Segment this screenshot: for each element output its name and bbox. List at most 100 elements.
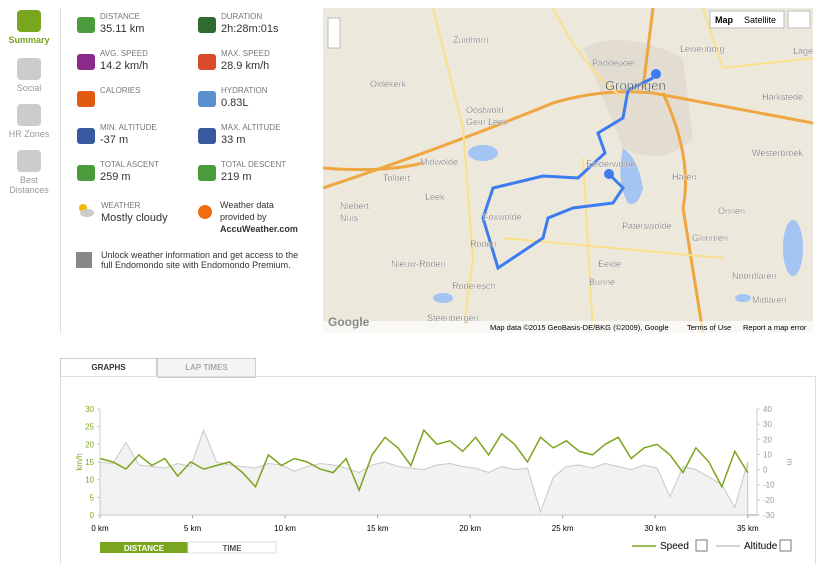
- toggle-button[interactable]: [100, 542, 188, 553]
- y2-tick-label: 0: [763, 466, 768, 475]
- stat-icon: [198, 54, 216, 70]
- x-tick-label: 0 km: [91, 524, 109, 533]
- stat-value: 35.11 km: [100, 23, 145, 35]
- y-tick-label: 15: [85, 458, 94, 467]
- route-start: [604, 169, 614, 179]
- place-label: Harkstede: [762, 92, 803, 102]
- y2-tick-label: -20: [763, 496, 775, 505]
- roads: [323, 8, 813, 333]
- x-tick-label: 15 km: [367, 524, 389, 533]
- text: Weather data provided by: [220, 200, 274, 222]
- stat-label: TOTAL ASCENT: [100, 160, 159, 169]
- stat-value: 28.9 km/h: [221, 60, 270, 72]
- stat: TOTAL ASCENT 259 m: [100, 160, 159, 183]
- place-label: Haren: [672, 172, 697, 182]
- y2-tick-label: 10: [763, 450, 772, 459]
- stat-icon: [198, 91, 216, 107]
- weather-icon: [75, 200, 95, 220]
- stat-icon: [198, 165, 216, 181]
- nav-label: Social: [16, 83, 42, 93]
- stat: DISTANCE 35.11 km: [100, 12, 144, 35]
- stat-label: MAX. SPEED: [221, 49, 270, 58]
- map-button[interactable]: Map: [715, 15, 734, 25]
- zoom-control[interactable]: [327, 17, 341, 49]
- place-label: Leek: [425, 192, 445, 202]
- tab[interactable]: LAP TIMES: [157, 358, 256, 378]
- place-label: Niebert: [340, 201, 370, 211]
- nav-item[interactable]: Best Distances: [0, 150, 58, 195]
- tab[interactable]: GRAPHS: [60, 358, 157, 377]
- stat: AVG. SPEED 14.2 km/h: [100, 49, 148, 72]
- place-label: Zuidhorn: [453, 35, 489, 45]
- place-label: Foxwolde: [483, 212, 522, 222]
- place-label: Lagel: [793, 46, 813, 56]
- weather: WEATHER Mostly cloudy: [101, 201, 168, 224]
- legend-label: Altitude: [744, 541, 778, 552]
- x-tick-label: 5 km: [184, 524, 202, 533]
- stat-value: 259 m: [100, 171, 131, 183]
- stat: MAX. SPEED 28.9 km/h: [221, 49, 270, 72]
- x-tick-label: 30 km: [644, 524, 666, 533]
- nav-item[interactable]: HR Zones: [0, 104, 58, 139]
- x-tick-label: 20 km: [459, 524, 481, 533]
- y2-tick-label: 40: [763, 405, 772, 414]
- place-label: Tolbert: [383, 173, 411, 183]
- x-tick-label: 25 km: [552, 524, 574, 533]
- premium-text[interactable]: Unlock weather information and get acces…: [101, 250, 299, 270]
- map-report[interactable]: Report a map error: [743, 323, 807, 332]
- accuweather-icon: [198, 205, 212, 219]
- place-label: Eelde: [598, 259, 621, 269]
- nav-label: Summary: [8, 35, 50, 45]
- provider[interactable]: AccuWeather.com: [220, 224, 298, 234]
- urban: [583, 40, 693, 156]
- stat-label: TOTAL DESCENT: [221, 160, 287, 169]
- nav-icon: [17, 150, 41, 172]
- map-attribution: Map data ©2015 GeoBasis-DE/BKG (©2009), …: [490, 323, 669, 332]
- map-button[interactable]: Satellite: [744, 15, 776, 25]
- place-label: Nuis: [340, 213, 359, 223]
- place-label: Glimmen: [692, 233, 728, 243]
- place-label: Paddepoel: [592, 58, 635, 68]
- y2-tick-label: -30: [763, 511, 775, 520]
- y-tick-label: 20: [85, 440, 94, 449]
- y-axis-label: km/h: [75, 453, 84, 470]
- stat-icon: [77, 17, 95, 33]
- stat-label: DURATION: [221, 12, 263, 21]
- stat-value: 14.2 km/h: [100, 60, 149, 72]
- altitude-area: [99, 428, 749, 516]
- divider: [60, 8, 61, 333]
- legend-checkbox[interactable]: [779, 539, 792, 552]
- toggle-button[interactable]: [187, 541, 277, 554]
- y2-tick-label: 30: [763, 420, 772, 429]
- place-label: Groningen: [605, 78, 666, 93]
- nav-item[interactable]: Summary: [0, 10, 58, 45]
- stat-icon: [77, 165, 95, 181]
- nav-item[interactable]: Social: [0, 58, 58, 93]
- place-label: Onnen: [718, 206, 745, 216]
- stat: MAX. ALTITUDE 33 m: [221, 123, 280, 146]
- map[interactable]: Zuidhorn Paddepoel Lewenborg Groningen Oldek…: [323, 8, 813, 333]
- map-type: [709, 10, 785, 29]
- speed-line: [99, 428, 749, 493]
- place-label: Midlaren: [752, 295, 787, 305]
- toggle-label: TIME: [222, 544, 242, 553]
- map-terms[interactable]: Terms of Use: [687, 323, 731, 332]
- stat-label: MIN. ALTITUDE: [100, 123, 157, 132]
- place-label: Bunne: [589, 277, 615, 287]
- nav-label: Best Distances: [9, 175, 49, 195]
- legend-checkbox[interactable]: [695, 539, 708, 552]
- y-tick-label: 0: [90, 511, 95, 520]
- fullscreen[interactable]: [787, 10, 811, 29]
- value: Mostly cloudy: [101, 212, 168, 224]
- weather-provider: Weather data provided by AccuWeather.com: [220, 199, 310, 235]
- place-label: Roderesch: [452, 281, 496, 291]
- stat-icon: [198, 128, 216, 144]
- stat: DURATION 2h:28m:01s: [221, 12, 278, 35]
- place-label: Midwolde: [420, 157, 458, 167]
- place-label: Nieuw-Roden: [391, 259, 446, 269]
- x-tick-label: 35 km: [737, 524, 759, 533]
- y-tick-label: 30: [85, 405, 94, 414]
- place-label: Oldekerk: [370, 79, 407, 89]
- y-tick-label: 10: [85, 476, 94, 485]
